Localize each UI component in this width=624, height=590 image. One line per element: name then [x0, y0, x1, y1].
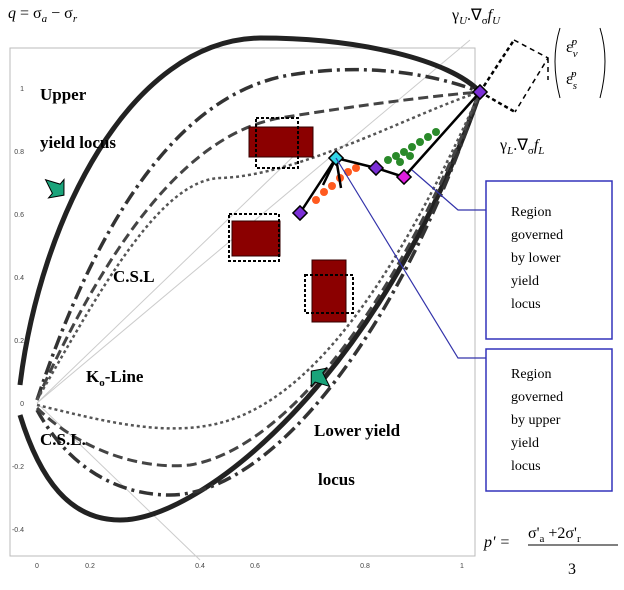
p-numerator: σ'a +2σ'r	[528, 525, 581, 545]
label: C.S.L	[113, 267, 155, 286]
x-tick-label: 0.4	[195, 563, 205, 570]
y-tick-label: 0.4	[14, 275, 24, 282]
lower-locus-2	[35, 91, 482, 497]
pointer-arrow	[310, 367, 331, 389]
label: locus	[318, 470, 355, 489]
region-box	[485, 348, 613, 492]
label: Upper	[40, 85, 87, 104]
region-text: locus	[511, 297, 541, 312]
bracket	[554, 27, 606, 99]
label: C.S.L.	[40, 430, 86, 449]
q-equation: q = σa − σr	[8, 5, 78, 25]
lower-locus-3	[35, 91, 482, 468]
ticks: 0 0.2 0.4 0.6 0.8 1 1 0.8 0.6 0.4 0.2 0 -0.2 -0.4	[12, 86, 464, 570]
region-text: yield	[511, 436, 539, 451]
lower-locus	[17, 91, 483, 523]
y-tick-label: 0.2	[14, 338, 24, 345]
region-text: governed	[511, 228, 563, 243]
x-tick-label: 1	[460, 563, 464, 570]
pointer-arrow	[44, 178, 65, 199]
upper-locus-3	[35, 90, 481, 401]
upper-locus-2	[35, 67, 481, 401]
stress-blocks	[228, 117, 354, 323]
strain-s: ε̇sp	[566, 68, 577, 92]
region-text: yield	[511, 274, 539, 289]
label: Lower yield	[314, 421, 401, 440]
markers	[291, 83, 489, 222]
region-text: Region	[511, 367, 551, 382]
y-tick-label: 0.8	[14, 149, 24, 156]
region-text: by lower	[511, 251, 561, 266]
x-tick-label: 0.2	[85, 563, 95, 570]
y-tick-label: -0.2	[12, 464, 24, 471]
label: Ko-Line	[86, 367, 144, 389]
gamma-u: γU.∇σfU	[451, 7, 501, 27]
gamma-l: γL.∇σfL	[499, 137, 544, 157]
plot-frame	[9, 47, 476, 557]
data-dots	[312, 128, 440, 204]
y-tick-label: 0	[20, 401, 24, 408]
loading-path	[298, 39, 550, 214]
x-tick-label: 0	[35, 563, 39, 570]
p-denominator: 3	[568, 561, 576, 578]
y-tick-label: -0.4	[12, 527, 24, 534]
region-box	[485, 180, 613, 340]
connector	[335, 157, 486, 359]
lower-locus-4	[36, 91, 482, 430]
guide-lines	[36, 39, 471, 561]
x-tick-label: 0.8	[360, 563, 370, 570]
x-tick-label: 0.6	[250, 563, 260, 570]
region-text: governed	[511, 390, 563, 405]
strain-v: ε̇vp	[566, 36, 578, 60]
p-equation: p' =	[483, 534, 510, 551]
y-tick-label: 0.6	[14, 212, 24, 219]
upper-locus	[17, 35, 482, 386]
label: yield locus	[40, 133, 116, 152]
region-text: by upper	[511, 413, 561, 428]
region-text: Region	[511, 205, 551, 220]
region-texts: Region governed by lower yield locus Region go…	[511, 205, 563, 474]
upper-locus-4	[35, 90, 481, 401]
region-text: locus	[511, 459, 541, 474]
y-tick-label: 1	[20, 86, 24, 93]
